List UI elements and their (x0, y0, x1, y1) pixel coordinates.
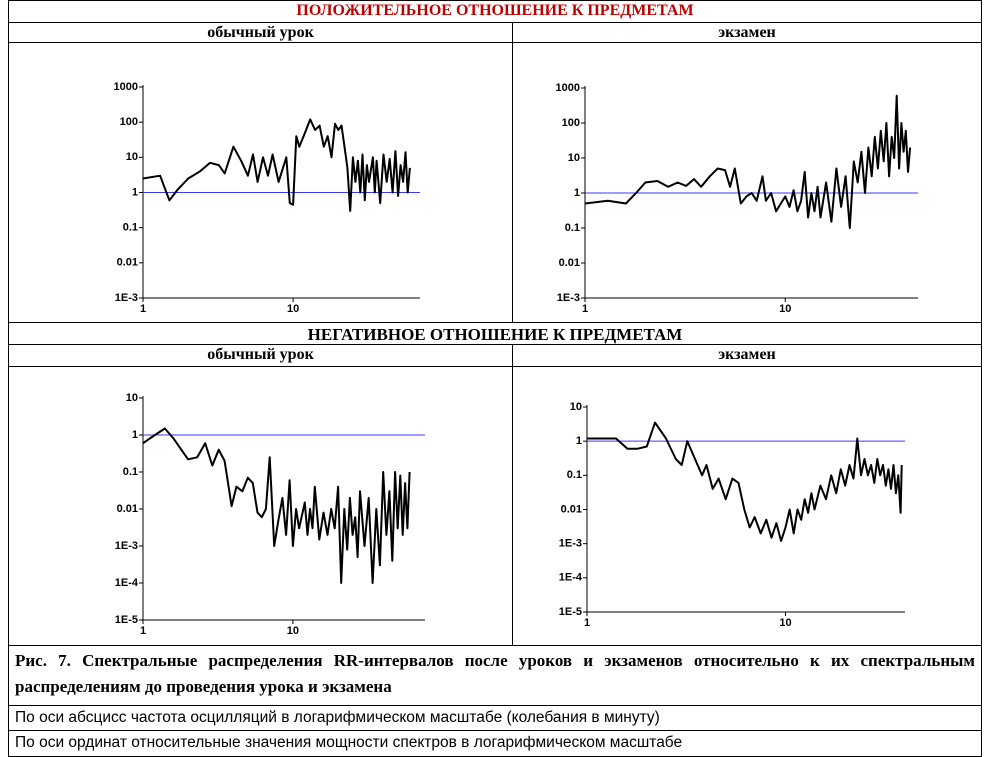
y-tick-label: 1 (132, 186, 138, 198)
data-line (142, 427, 411, 584)
y-tick-label: 1000 (556, 82, 580, 94)
y-tick-label: 0.1 (567, 469, 582, 481)
y-tick-label: 10 (126, 151, 138, 163)
y-tick-label: 1E-3 (115, 292, 138, 304)
y-tick-label: 100 (120, 116, 138, 128)
x-tick-label: 10 (287, 303, 299, 315)
y-tick-label: 10 (568, 152, 580, 164)
x-tick-label: 1 (140, 625, 146, 637)
x-tick-label: 1 (582, 303, 588, 315)
y-tick-label: 1E-3 (557, 292, 580, 304)
y-tick-label: 1E-5 (115, 614, 138, 626)
y-tick-label: 0.01 (559, 257, 580, 269)
y-tick-label: 0.01 (117, 257, 138, 269)
y-tick-label: 0.1 (565, 222, 580, 234)
y-tick-label: 1 (132, 429, 138, 441)
y-tick-label: 0.1 (123, 222, 138, 234)
y-tick-label: 1E-3 (115, 540, 138, 552)
y-tick-label: 1 (576, 435, 582, 447)
data-line (587, 421, 903, 542)
y-tick-label: 100 (562, 117, 580, 129)
y-tick-label: 1E-4 (559, 572, 583, 584)
y-tick-label: 1E-4 (115, 577, 139, 589)
y-tick-label: 1E-3 (559, 538, 582, 550)
y-tick-label: 0.01 (561, 503, 582, 515)
y-tick-label: 1E-5 (559, 606, 582, 618)
x-tick-label: 1 (140, 303, 146, 315)
y-tick-label: 0.01 (117, 503, 138, 515)
data-line (584, 94, 912, 229)
x-tick-label: 10 (779, 617, 791, 629)
y-tick-label: 10 (126, 392, 138, 404)
x-tick-label: 10 (287, 625, 299, 637)
x-tick-label: 10 (779, 303, 791, 315)
y-tick-label: 0.1 (123, 466, 138, 478)
data-line (142, 118, 411, 212)
y-tick-label: 1 (574, 187, 580, 199)
y-tick-label: 1000 (114, 81, 138, 93)
y-tick-label: 10 (570, 401, 582, 413)
x-tick-label: 1 (584, 617, 590, 629)
